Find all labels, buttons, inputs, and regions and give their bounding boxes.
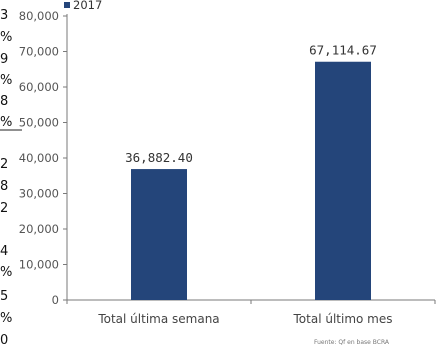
y-tick-label: 80,000	[19, 9, 59, 23]
legend-label-2017: 2017	[73, 0, 102, 12]
bar-total-ultima-semana	[131, 169, 187, 300]
x-axis: Total última semana Total último mes	[66, 300, 436, 326]
left-fragment: 2	[0, 201, 8, 216]
y-tick-label: 60,000	[19, 80, 59, 94]
bar-total-ultimo-mes	[315, 61, 371, 300]
left-fragment: 8	[0, 179, 8, 194]
y-tick-label: 40,000	[19, 151, 59, 165]
data-labels: 36,882.40 67,114.67	[125, 43, 377, 165]
data-label-total-ultima-semana: 36,882.40	[125, 150, 193, 165]
x-category-label: Total última semana	[97, 312, 219, 326]
left-fragment: %	[0, 30, 12, 45]
legend: 2017	[64, 0, 102, 12]
legend-swatch-2017	[64, 2, 70, 8]
y-tick-label: 30,000	[19, 187, 59, 201]
source-note: Fuente: Qf en base BCRA	[314, 339, 390, 346]
left-fragment: %	[0, 265, 12, 280]
left-fragment: 2	[0, 157, 8, 172]
y-tick-label: 70,000	[19, 45, 59, 59]
left-fragment: %	[0, 115, 12, 130]
x-category-label: Total último mes	[293, 312, 393, 326]
y-tick-label: 20,000	[19, 222, 59, 236]
y-tick-label: 10,000	[19, 258, 59, 272]
left-fragment: 0	[0, 333, 8, 348]
bars	[131, 61, 371, 300]
left-fragment: 8	[0, 94, 8, 109]
left-fragment: %	[0, 73, 12, 88]
left-fragment: 4	[0, 244, 8, 259]
y-tick-label: 50,000	[19, 116, 59, 130]
left-fragment: 3	[0, 8, 8, 23]
left-fragment: 9	[0, 52, 8, 67]
left-fragment: %	[0, 311, 12, 326]
y-tick-label: 0	[52, 293, 59, 307]
y-axis: 0 10,000 20,000 30,000 40,000 50,000 60,…	[19, 9, 67, 307]
data-label-total-ultimo-mes: 67,114.67	[309, 43, 377, 58]
left-fragment: 5	[0, 289, 8, 304]
left-edge-fragments: 3 % 9 % 8 % 2 8 2 4 % 5 % 0	[0, 8, 12, 348]
